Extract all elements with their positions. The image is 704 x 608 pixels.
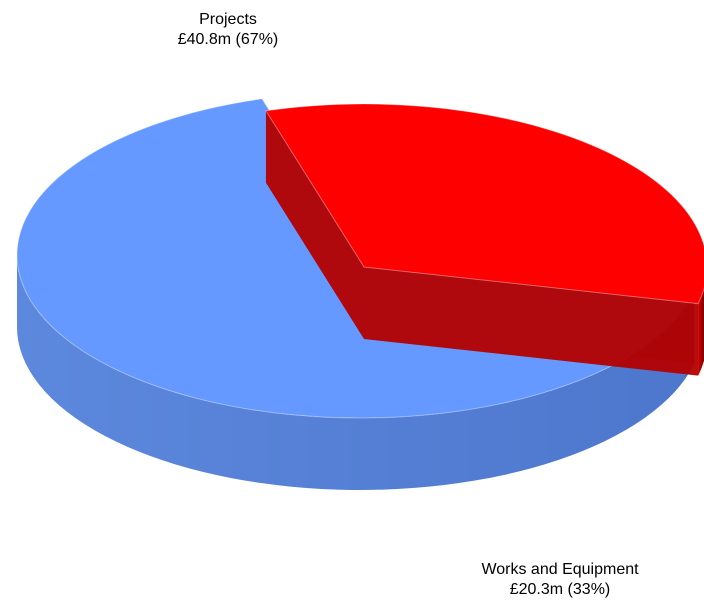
slice-cut-face-works-and-equipment-0 <box>265 110 364 339</box>
slice-amount-projects: £40.8m <box>177 31 232 48</box>
slice-top-works-and-equipment <box>265 103 704 305</box>
slice-side-projects <box>17 255 695 490</box>
slice-amount-works-and-equipment: £20.3m <box>509 581 564 598</box>
slice-percent-projects: 67% <box>240 31 273 48</box>
slice-value-projects: £40.8m (67%) <box>177 31 279 48</box>
slice-percent-works-and-equipment: 33% <box>572 581 605 598</box>
slice-name-works-and-equipment: Works and Equipment <box>481 561 639 578</box>
slice-label-works-and-equipment: Works and Equipment £20.3m (33%) <box>440 560 680 600</box>
slice-value-works-and-equipment: £20.3m (33%) <box>509 581 611 598</box>
slice-cut-face-works-and-equipment-1 <box>364 267 699 376</box>
slice-label-projects: Projects £40.8m (67%) <box>148 10 308 50</box>
slice-side-works-and-equipment <box>698 288 704 376</box>
slice-name-projects: Projects <box>199 11 257 28</box>
